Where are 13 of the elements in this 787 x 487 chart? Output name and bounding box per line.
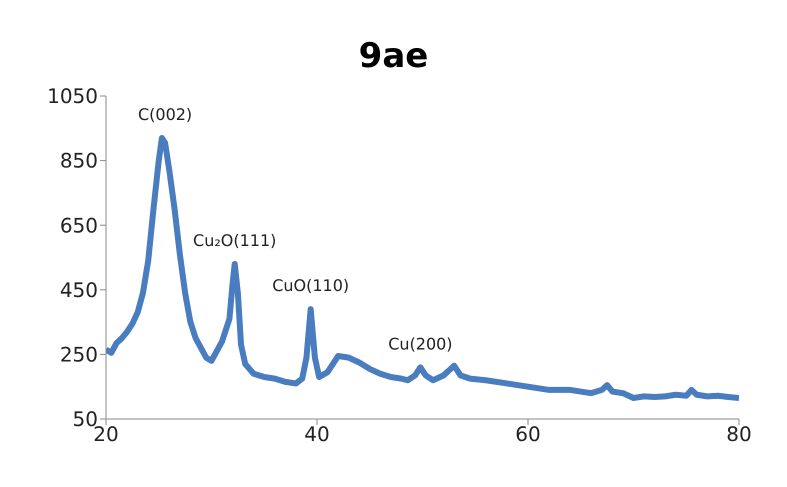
annotation: CuO(110) [272,276,350,296]
y-tick-label: 1050 [47,84,98,108]
x-tick-label: 40 [304,422,330,446]
x-tick-label: 60 [515,422,541,446]
annotation: Cu₂O(111) [193,230,276,250]
y-tick-label: 650 [60,213,98,238]
y-tick-label: 250 [60,342,98,366]
y-tick-label: 450 [60,278,98,302]
x-tick-label: 80 [726,422,752,446]
y-tick-label: 850 [60,148,98,173]
annotation: C(002) [138,104,192,124]
chart-title: 9ae [358,36,430,76]
annotation: Cu(200) [388,334,453,354]
